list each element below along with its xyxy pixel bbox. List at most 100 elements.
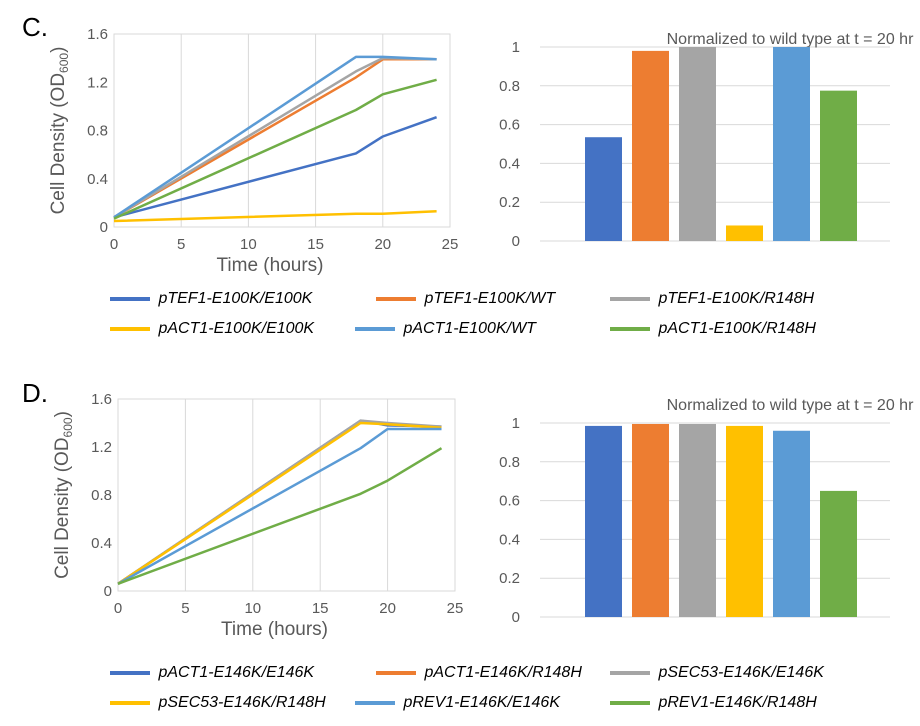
y-tick-label: 0.8 xyxy=(499,78,520,95)
x-tick-label: 0 xyxy=(114,600,122,617)
legend-d-item-3: pSEC53-E146K/E146K xyxy=(610,664,824,682)
y-axis-label: Cell Density (OD600) xyxy=(52,411,75,579)
y-tick-label: 0.8 xyxy=(91,487,112,504)
legend-c-item-1: pTEF1-E100K/E100K xyxy=(110,290,312,308)
legend-label: pACT1-E146K/R148H xyxy=(424,664,582,681)
y-axis-label-sub: 600 xyxy=(57,53,71,73)
panel-c-letter: C. xyxy=(22,12,48,42)
y-tick-label: 0.2 xyxy=(499,570,520,587)
legend-c-item-3: pTEF1-E100K/R148H xyxy=(610,290,814,308)
legend-swatch xyxy=(610,326,650,331)
legend-d-item-6: pREV1-E146K/R148H xyxy=(610,694,817,712)
legend-swatch xyxy=(110,326,150,331)
bar xyxy=(585,425,622,617)
x-tick-label: 25 xyxy=(447,600,464,617)
legend-swatch xyxy=(110,670,150,675)
bar xyxy=(679,47,716,241)
y-tick-label: 0.2 xyxy=(499,194,520,211)
x-tick-label: 20 xyxy=(379,600,396,617)
x-tick-label: 15 xyxy=(307,236,324,253)
bar xyxy=(726,425,763,617)
series-line xyxy=(113,210,437,223)
y-axis-label: Cell Density (OD600) xyxy=(48,47,71,215)
bar xyxy=(820,490,857,617)
y-tick-label: 0.4 xyxy=(499,155,520,172)
y-tick-label: 0.8 xyxy=(499,454,520,471)
legend-swatch xyxy=(355,700,395,705)
series-line xyxy=(113,116,438,219)
y-tick-label: 1.2 xyxy=(87,74,108,91)
y-axis-label-close: ) xyxy=(48,47,69,53)
series-line xyxy=(113,78,437,220)
legend-swatch xyxy=(376,670,416,675)
y-axis-label-main: Cell Density (OD xyxy=(52,437,73,578)
bar xyxy=(773,47,810,241)
y-tick-label: 0.4 xyxy=(499,531,520,548)
x-tick-label: 10 xyxy=(240,236,257,253)
y-tick-label: 0.8 xyxy=(87,123,108,140)
y-tick-label: 0 xyxy=(512,233,520,250)
bar xyxy=(773,430,810,617)
x-tick-label: 25 xyxy=(442,236,459,253)
y-axis-label-sub: 600 xyxy=(61,417,75,437)
y-axis-label-main: Cell Density (OD xyxy=(48,73,69,214)
legend-d-item-4: pSEC53-E146K/R148H xyxy=(110,694,326,712)
legend-swatch xyxy=(376,296,416,301)
x-tick-label: 5 xyxy=(181,600,189,617)
y-tick-label: 0.4 xyxy=(87,171,108,188)
y-tick-label: 0 xyxy=(512,609,520,626)
legend-label: pREV1-E146K/E146K xyxy=(403,694,560,711)
legend-swatch xyxy=(610,670,650,675)
y-tick-label: 0 xyxy=(104,583,112,600)
series-line xyxy=(113,55,437,219)
legend-c-item-5: pACT1-E100K/WT xyxy=(355,320,536,338)
y-tick-label: 1.2 xyxy=(91,439,112,456)
legend-d-item-5: pREV1-E146K/E146K xyxy=(355,694,560,712)
chart-title: Normalized to wild type at t = 20 hr xyxy=(667,397,914,414)
y-axis-label-close: ) xyxy=(52,411,73,417)
bar xyxy=(679,423,716,617)
panel-d-letter: D. xyxy=(22,378,48,408)
bar xyxy=(726,225,763,241)
series-line xyxy=(117,447,443,585)
x-tick-label: 15 xyxy=(312,600,329,617)
x-axis-label: Time (hours) xyxy=(221,619,328,640)
x-tick-label: 0 xyxy=(110,236,118,253)
y-tick-label: 1.6 xyxy=(87,26,108,43)
legend-swatch xyxy=(110,700,150,705)
legend-label: pSEC53-E146K/R148H xyxy=(158,694,326,711)
legend-swatch xyxy=(355,326,395,331)
legend-d-item-1: pACT1-E146K/E146K xyxy=(110,664,314,682)
series-line xyxy=(117,421,442,585)
x-tick-label: 10 xyxy=(244,600,261,617)
legend-c-item-6: pACT1-E100K/R148H xyxy=(610,320,816,338)
legend-label: pACT1-E100K/WT xyxy=(403,320,536,337)
legend-swatch xyxy=(610,296,650,301)
legend-label: pTEF1-E100K/WT xyxy=(424,290,556,307)
y-tick-label: 1 xyxy=(512,39,520,56)
y-tick-label: 0.4 xyxy=(91,535,112,552)
chart-title: Normalized to wild type at t = 20 hr xyxy=(667,31,914,48)
bar xyxy=(632,50,669,241)
y-tick-label: 0.6 xyxy=(499,493,520,510)
bar xyxy=(585,137,622,241)
legend-c-item-4: pACT1-E100K/E100K xyxy=(110,320,314,338)
bar xyxy=(632,423,669,617)
y-tick-label: 1 xyxy=(512,415,520,432)
legend-label: pREV1-E146K/R148H xyxy=(658,694,817,711)
legend-swatch xyxy=(610,700,650,705)
legend-label: pSEC53-E146K/E146K xyxy=(658,664,824,681)
series-line xyxy=(117,427,442,585)
x-axis-label: Time (hours) xyxy=(217,255,324,276)
bar xyxy=(820,90,857,242)
x-tick-label: 20 xyxy=(374,236,391,253)
legend-label: pACT1-E100K/E100K xyxy=(158,320,315,337)
legend-swatch xyxy=(110,296,150,301)
legend-d-item-2: pACT1-E146K/R148H xyxy=(376,664,582,682)
y-tick-label: 0 xyxy=(100,219,108,236)
y-tick-label: 0.6 xyxy=(499,117,520,134)
